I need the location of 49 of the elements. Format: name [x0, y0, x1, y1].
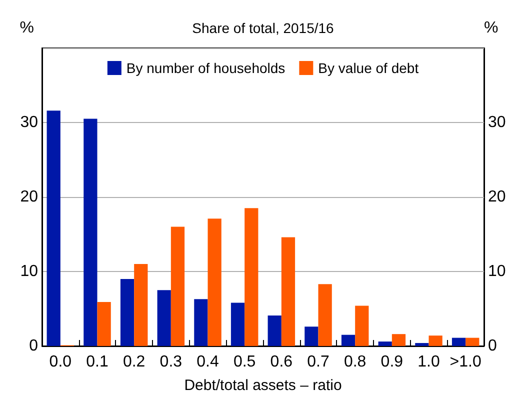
bar — [392, 334, 406, 346]
y-tick-label: 10 — [20, 263, 38, 280]
y-tick-label: 0 — [29, 338, 38, 354]
bar — [428, 336, 442, 346]
x-tick-label: 0.6 — [270, 354, 293, 370]
chart-title: Share of total, 2015/16 — [192, 20, 334, 36]
x-tick-label: 0.5 — [233, 354, 256, 370]
bar — [268, 315, 282, 346]
bar — [378, 342, 392, 346]
bar — [208, 218, 222, 346]
y-tick-label: 30 — [20, 114, 38, 131]
bar — [194, 299, 208, 346]
bar — [170, 226, 185, 346]
y2-tick-label: 0 — [488, 338, 497, 354]
x-axis-title: Debt/total assets – ratio — [184, 377, 342, 394]
legend-label: By value of debt — [318, 60, 419, 76]
bar — [281, 237, 296, 346]
y2-tick-label: 10 — [488, 263, 506, 280]
legend-label: By number of households — [126, 60, 286, 76]
bar — [466, 338, 480, 346]
bar — [452, 338, 466, 346]
x-tick-label: 0.8 — [344, 354, 366, 370]
x-tick-label: 0.4 — [196, 354, 219, 370]
x-tick-label: >1.0 — [450, 354, 482, 370]
x-tick-label: 0.9 — [380, 354, 404, 370]
x-tick-label: 0.7 — [307, 354, 330, 370]
y2-tick-label: 20 — [488, 188, 506, 206]
bar — [97, 302, 111, 346]
bar — [157, 290, 171, 346]
y-tick-label: 20 — [20, 188, 38, 206]
bar — [341, 334, 356, 346]
bar — [415, 343, 429, 346]
x-tick-label: 1.0 — [418, 354, 440, 370]
bar — [120, 278, 134, 346]
x-tick-label: 0.1 — [86, 354, 108, 370]
bar — [318, 284, 332, 346]
y-axis-title: % — [20, 20, 34, 36]
y2-axis-title: % — [484, 20, 498, 36]
x-tick-label: 0.2 — [122, 354, 146, 370]
x-tick-label: 0.0 — [49, 354, 72, 370]
bar — [134, 264, 148, 346]
bar — [230, 302, 245, 346]
x-tick-label: 0.3 — [160, 354, 182, 370]
bar — [304, 326, 318, 346]
bar — [244, 208, 258, 346]
y2-tick-label: 30 — [488, 114, 506, 131]
bar — [84, 118, 98, 346]
bar — [46, 110, 60, 346]
bar — [355, 306, 369, 346]
